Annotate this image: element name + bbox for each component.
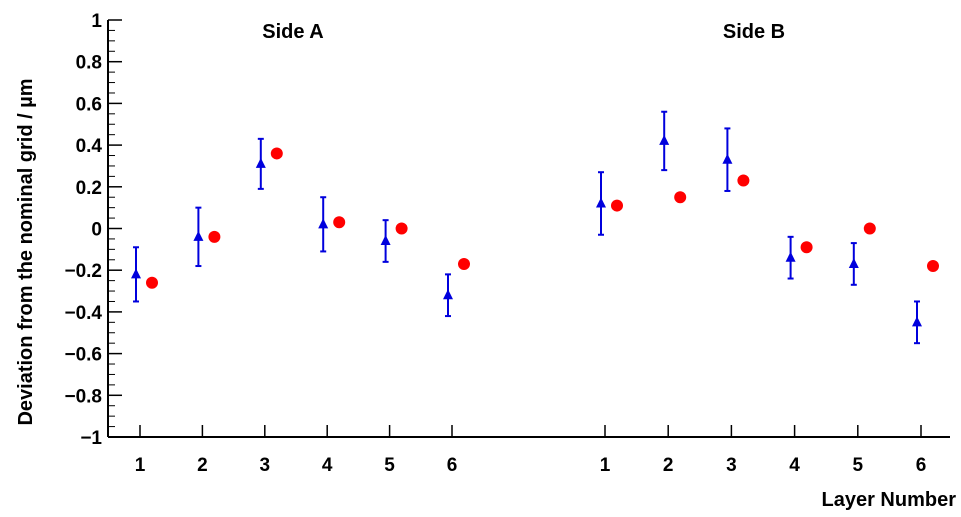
panel-title-side-a: Side A [262,21,324,43]
circle-point [800,241,813,254]
circle-point [674,191,687,204]
circle-point [208,230,221,243]
x-tick-label: 3 [726,455,737,476]
triangle-point [596,197,606,208]
x-tick-label: 1 [135,455,146,476]
y-tick-label: −0.4 [64,303,102,324]
circle-point [458,257,470,270]
y-tick-label: −1 [80,428,102,449]
y-axis-label: Deviation from the nominal grid / µm [15,78,37,425]
panel-title-side-b: Side B [723,21,785,43]
circle-point [270,147,283,160]
triangle-point [722,153,733,164]
circle-point [146,276,158,289]
x-ticks: 1 2 3 4 5 6 1 2 3 4 5 6 [135,425,927,476]
x-tick-label: 5 [384,455,395,476]
triangle-point [318,218,329,229]
y-tick-label: 0.2 [76,178,102,199]
y-tick-label: 0.4 [76,136,103,157]
x-axis-label: Layer Number [822,489,957,511]
triangle-point [255,157,266,168]
y-ticks: −1 −0.8 −0.6 −0.4 −0.2 0 0.2 0.4 0.6 0.8 1 [64,11,122,449]
triangle-point [380,235,391,246]
circle-point [863,222,876,235]
x-tick-label: 2 [663,455,674,476]
circle-point [737,174,750,187]
y-tick-label: −0.2 [64,261,102,282]
triangle-point [193,230,204,241]
x-tick-label: 4 [322,455,333,476]
circle-point [611,199,623,212]
triangle-point [131,268,141,279]
y-tick-label: 0.8 [76,53,102,74]
triangle-point [659,134,670,145]
circle-point [333,216,346,229]
x-tick-label: 4 [789,455,800,476]
chart-axes [107,20,950,438]
x-tick-label: 1 [600,455,611,476]
circle-point [395,222,408,235]
y-tick-label: −0.8 [64,386,102,407]
y-tick-label: 1 [91,11,102,32]
x-tick-label: 6 [916,455,927,476]
x-tick-label: 3 [260,455,271,476]
triangle-point [912,316,922,327]
x-tick-label: 5 [853,455,864,476]
triangle-point [443,289,453,300]
data-marks [131,110,939,345]
triangle-point [848,257,859,268]
y-tick-label: 0.6 [76,94,102,115]
y-tick-label: 0 [91,220,102,241]
x-tick-label: 2 [197,455,208,476]
x-tick-label: 6 [447,455,458,476]
y-tick-label: −0.6 [64,345,102,366]
triangle-point [785,251,796,262]
circle-point [927,260,939,273]
